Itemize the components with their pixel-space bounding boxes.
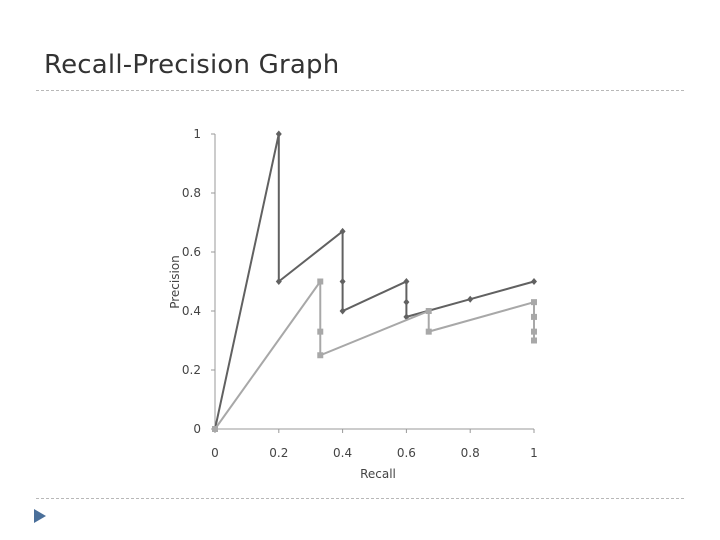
x-tick-label: 0.4 — [333, 446, 352, 460]
x-tick-label: 0.2 — [269, 446, 288, 460]
series-2-point — [317, 352, 324, 359]
series-1-point — [531, 278, 537, 285]
series-1-point — [275, 130, 282, 138]
series-1-point — [275, 278, 282, 285]
series-1-point — [339, 227, 346, 235]
series-1-point — [467, 295, 474, 303]
series-1-point — [403, 278, 410, 285]
series-2-point — [425, 308, 432, 314]
x-axis-label: Recall — [360, 467, 396, 481]
series-1-point — [339, 307, 346, 315]
bullet-arrow-icon — [34, 509, 46, 523]
slide-title: Recall-Precision Graph — [44, 50, 340, 80]
series-2-point — [531, 328, 537, 335]
y-tick-label: 1 — [193, 127, 201, 141]
series-2-line — [214, 278, 535, 430]
series-2-point — [531, 337, 537, 344]
y-axis-label: Precision — [168, 255, 182, 309]
y-tick-label: 0.6 — [182, 245, 201, 259]
series-2-point — [425, 328, 432, 335]
y-tick-labels: 0 0.2 0.4 0.6 0.8 1 — [182, 127, 215, 436]
series-2-point — [531, 313, 537, 320]
series-2-point — [212, 426, 218, 432]
y-tick-label: 0.4 — [182, 304, 201, 318]
title-divider — [36, 90, 684, 91]
x-tick-label: 0 — [211, 446, 219, 460]
x-tick-label: 1 — [530, 446, 538, 460]
series-2-point — [317, 328, 324, 335]
series-1-point — [339, 278, 346, 285]
series-layer — [212, 130, 537, 433]
x-tick-labels: 0 0.2 0.4 0.6 0.8 1 — [211, 429, 538, 460]
x-tick-label: 0.8 — [461, 446, 480, 460]
series-1-point — [403, 298, 410, 306]
y-tick-label: 0.2 — [182, 363, 201, 377]
series-2-point — [531, 299, 537, 306]
y-tick-label: 0 — [193, 422, 201, 436]
series-2-point — [317, 278, 324, 285]
footer-divider — [36, 498, 684, 499]
x-tick-label: 0.6 — [397, 446, 416, 460]
series-1-line — [214, 133, 535, 430]
y-tick-label: 0.8 — [182, 186, 201, 200]
